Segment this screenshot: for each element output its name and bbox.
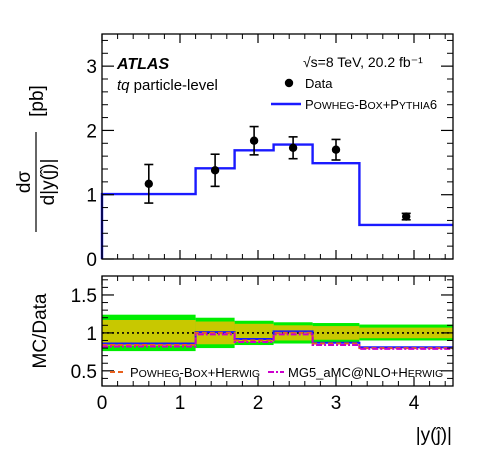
stat-uncertainty-band — [312, 326, 360, 340]
top-panel-background — [102, 34, 453, 259]
ylabel-numerator: dσ — [14, 171, 35, 194]
top-y-tick-label: 3 — [86, 57, 97, 78]
ratio-y-tick-label: 0.5 — [71, 362, 97, 383]
top-panel-marks — [100, 125, 453, 259]
data-point — [402, 212, 411, 221]
stat-uncertainty-band — [234, 323, 274, 342]
legend-powheg-herwig-label: POWHEG-BOX+HERWIG — [130, 365, 260, 380]
ratio-panel-frame — [101, 275, 454, 387]
x-tick-label: 3 — [331, 393, 342, 414]
x-tick-label: 1 — [175, 393, 186, 414]
legend-powheg-pythia-label: POWHEG-BOX+PYTHIA6 — [305, 97, 437, 112]
process-suffix: particle-level — [130, 77, 218, 94]
legend-data-label: Data — [305, 76, 333, 91]
x-tick-label: 4 — [409, 393, 420, 414]
ylabel-unit: [pb] — [27, 85, 48, 117]
process-prefix: tq — [117, 77, 130, 94]
legend-mg5-label: MG5_aMC@NLO+HERWIG — [288, 365, 443, 380]
stat-uncertainty-band — [359, 327, 453, 339]
prediction-step-line — [100, 143, 453, 259]
top-panel-frame — [101, 33, 454, 260]
process-label: tq particle-level — [117, 77, 218, 94]
data-point — [288, 143, 298, 152]
ratio-y-axis-label: MC/Data — [30, 293, 51, 368]
ratio-panel-marks — [102, 314, 453, 352]
data-point — [249, 136, 259, 145]
data-point — [144, 179, 153, 188]
energy-lumi-label: √s=8 TeV, 20.2 fb⁻¹ — [303, 54, 423, 70]
x-tick-label: 2 — [253, 393, 264, 414]
x-axis-label: |y(ĵ)| — [416, 425, 452, 446]
data-point — [331, 145, 341, 154]
ratio-panel-axes: 0 1 2 3 4 0.5 1 1.5 — [71, 276, 453, 414]
top-panel-axes: 0 1 2 3 — [86, 34, 453, 271]
top-y-tick-label: 2 — [86, 121, 97, 142]
ratio-y-tick-label: 1 — [86, 324, 97, 345]
top-y-tick-label: 0 — [86, 250, 97, 271]
ylabel-denominator: d|y(ĵ)| — [38, 159, 59, 206]
top-y-tick-label: 1 — [86, 186, 97, 207]
x-tick-label: 0 — [97, 393, 108, 414]
ratio-mg5-line — [102, 333, 453, 350]
top-y-axis-label: dσ d|y(ĵ)| [pb] — [14, 85, 59, 232]
ratio-y-tick-label: 1.5 — [71, 286, 97, 307]
atlas-label: ATLAS — [116, 56, 169, 73]
legend-data-marker — [284, 78, 294, 88]
data-point — [210, 166, 220, 175]
